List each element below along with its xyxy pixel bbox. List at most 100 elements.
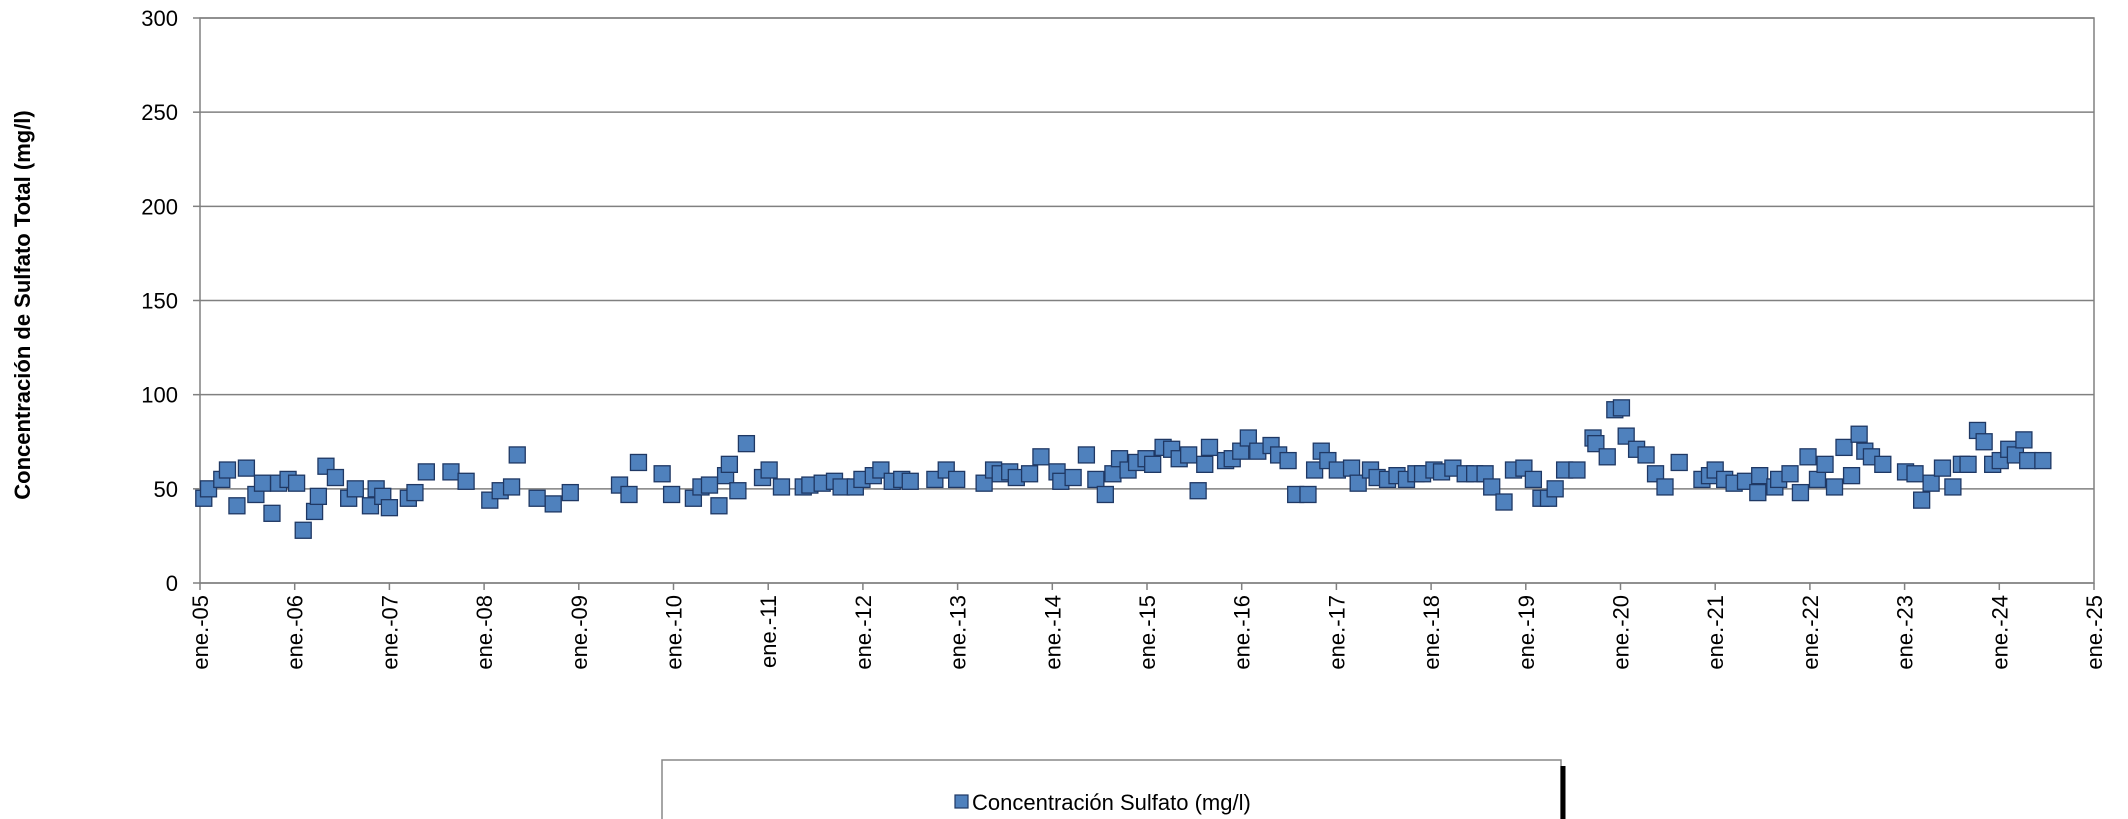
x-tick-label: ene.-24 (1987, 595, 2012, 670)
x-tick-label: ene.-15 (1135, 595, 1160, 670)
point (1825, 478, 1844, 496)
y-tick-label: 300 (141, 6, 178, 31)
point (508, 446, 526, 464)
x-tick-label: ene.-23 (1893, 595, 1918, 670)
point (1032, 448, 1050, 466)
point (1279, 451, 1297, 470)
point (1617, 427, 1635, 445)
point (1933, 459, 1952, 477)
point (2034, 451, 2052, 470)
point (1144, 455, 1162, 474)
point (1850, 425, 1868, 443)
point (1546, 480, 1564, 498)
point (1200, 438, 1219, 457)
point (294, 521, 312, 539)
point (263, 504, 281, 522)
point (442, 463, 460, 481)
point (1912, 491, 1931, 509)
x-tick-label: ene.-05 (188, 595, 213, 670)
point (1239, 429, 1257, 447)
point (237, 459, 256, 477)
legend-box (661, 759, 1562, 819)
point (1646, 465, 1665, 483)
y-tick-label: 150 (141, 289, 178, 314)
point (729, 482, 747, 500)
y-tick-label: 100 (141, 383, 178, 408)
x-tick-label: ene.-10 (662, 595, 687, 670)
point (287, 474, 306, 492)
point (1799, 448, 1817, 466)
point (1299, 485, 1317, 504)
point (1842, 466, 1861, 485)
point (1087, 470, 1105, 489)
y-tick-label: 250 (141, 100, 178, 125)
x-tick-label: ene.-18 (1419, 595, 1444, 670)
point (1612, 399, 1631, 417)
point (326, 468, 345, 487)
x-tick-label: ene.-12 (851, 595, 876, 670)
point (662, 485, 681, 504)
x-tick-label: ene.-08 (472, 595, 497, 670)
point (720, 455, 739, 474)
y-tick-label: 50 (154, 477, 178, 502)
legend-marker (954, 794, 969, 809)
point (653, 465, 671, 483)
point (1305, 461, 1324, 479)
point (1568, 461, 1586, 479)
point (561, 483, 579, 502)
point (1975, 433, 1993, 451)
point (1524, 470, 1543, 489)
x-tick-label: ene.-17 (1324, 595, 1349, 670)
y-tick-label: 200 (141, 194, 178, 219)
x-tick-label: ene.-25 (2082, 595, 2107, 670)
point (1816, 455, 1834, 474)
point (1495, 493, 1513, 511)
legend-label: Concentración Sulfato (mg/l) (972, 790, 1251, 815)
point (2019, 451, 2037, 470)
x-tick-label: ene.-07 (377, 595, 402, 670)
point (346, 480, 364, 498)
x-tick-label: ene.-20 (1609, 595, 1634, 670)
point (1922, 474, 1940, 492)
point (218, 461, 237, 479)
x-tick-label: ene.-06 (283, 595, 308, 670)
point (772, 478, 791, 496)
point (199, 480, 218, 498)
point (502, 478, 521, 496)
point (1483, 478, 1501, 496)
point (1749, 483, 1767, 502)
point (1808, 470, 1827, 489)
y-axis-label: Concentración de Sulfato Total (mg/l) (10, 110, 35, 500)
point (1637, 446, 1655, 464)
point (528, 489, 546, 507)
point (1835, 438, 1853, 457)
x-tick-label: ene.-19 (1514, 595, 1539, 670)
point (1791, 483, 1810, 502)
point (2015, 431, 2033, 449)
point (1349, 474, 1367, 492)
point (1670, 453, 1688, 472)
point (1077, 446, 1096, 464)
point (1020, 465, 1039, 483)
y-tick-label: 0 (166, 571, 178, 596)
point (1096, 485, 1114, 504)
point (309, 487, 328, 506)
point (629, 453, 648, 472)
point (760, 461, 778, 479)
point (1781, 465, 1799, 483)
point (975, 474, 993, 492)
point (1874, 455, 1892, 474)
point (1180, 446, 1198, 464)
point (1104, 465, 1122, 483)
point (544, 495, 562, 513)
point (737, 434, 756, 453)
point (948, 470, 966, 489)
point (1342, 459, 1361, 477)
point (406, 483, 424, 502)
point (700, 476, 719, 494)
point (1587, 434, 1605, 453)
point (1189, 482, 1207, 500)
point (305, 502, 324, 521)
point (1959, 455, 1977, 474)
